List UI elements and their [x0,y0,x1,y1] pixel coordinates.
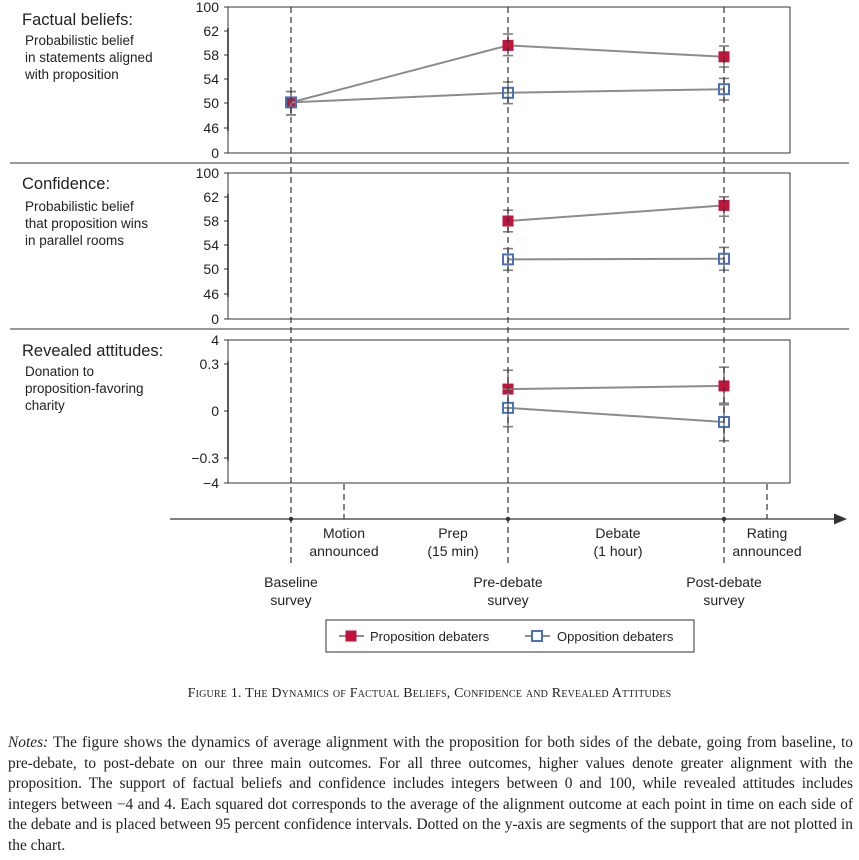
timeline-label: Motion announced [309,525,378,559]
panel-1-subtitle-line: with proposition [24,67,119,82]
y-tick-label: 100 [196,165,220,181]
timeline-arrowhead [834,513,847,525]
timeline-dot [288,516,294,522]
y-tick-label: 0 [211,403,219,419]
panel-3-subtitle-line: Donation to [25,364,94,379]
proposition-series-line [507,384,725,391]
legend-proposition-label: Proposition debaters [370,629,490,644]
panel-3-plot-frame [227,339,791,484]
y-tick-label: 46 [203,286,219,302]
timeline-dot [721,516,727,522]
panel-1: 100 62 58 54 50 46 0 [196,0,730,161]
y-tick-label: 58 [203,213,219,229]
y-tick-label: 0.3 [200,356,220,372]
panel-1-subtitle-line: in statements aligned [25,50,153,65]
legend-proposition-marker [345,630,357,642]
legend-opposition-marker [531,630,543,642]
opposition-marker [718,252,730,265]
panel-3-subtitle: Donation to proposition-favoring charity [25,364,147,413]
y-tick-label: 58 [203,47,219,63]
opposition-marker [718,415,730,428]
notes-label: Notes: [8,734,49,751]
timeline-label: Rating announced [732,525,801,559]
panel-2-title: Confidence: [22,175,110,193]
timeline-label: Post-debate survey [686,574,762,608]
figure-caption: Figure 1. The Dynamics of Factual Belief… [187,686,672,701]
opposition-series-line [507,257,725,261]
y-tick-label: 100 [196,0,220,15]
timeline-label: Pre-debate survey [473,574,542,608]
y-tick-label: 50 [203,261,219,277]
legend-box [325,619,695,653]
y-tick-label: 46 [203,120,219,136]
proposition-marker [718,199,730,211]
panel-1-subtitle-line: Probabilistic belief [25,33,134,48]
legend-item-proposition: Proposition debaters [339,629,490,644]
y-tick-label: −0.3 [191,450,219,466]
panel-2-subtitle-line: Probabilistic belief [25,199,134,214]
panel-1-plot-frame [227,6,791,154]
proposition-marker [718,51,730,63]
y-tick-label: 0 [211,145,219,161]
panel-2-subtitle-line: that proposition wins [25,216,148,231]
proposition-series-line [507,204,725,222]
panel-3-subtitle-line: proposition-favoring [25,381,144,396]
timeline-label: Prep (15 min) [427,525,478,559]
y-tick-label: 62 [203,23,219,39]
notes-text: The figure shows the dynamics of average… [8,734,853,854]
proposition-marker [718,380,730,392]
timeline-label: Baseline survey [264,574,318,608]
panel-2-subtitle: Probabilistic belief that proposition wi… [25,199,152,248]
y-tick-label: −4 [203,475,219,491]
y-tick-label: 50 [203,95,219,111]
y-tick-label: 54 [203,71,219,87]
y-tick-label: 0 [211,311,219,327]
panel-2: 100 62 58 54 50 46 0 [196,165,730,327]
panel-1-subtitle: Probabilistic belief in statements align… [24,33,156,82]
y-tick-label: 4 [211,332,219,348]
panel-2-plot-frame [227,172,791,320]
y-tick-label: 54 [203,237,219,253]
legend-opposition-label: Opposition debaters [557,629,674,644]
figure-notes: Notes: The figure shows the dynamics of … [8,733,853,856]
opposition-marker [718,83,730,96]
legend-item-opposition: Opposition debaters [525,629,674,644]
y-tick-label: 62 [203,189,219,205]
panel-3: 4 0.3 0 −0.3 −4 [191,332,730,491]
chart: Factual beliefs: Probabilistic belief in… [10,0,849,653]
panel-2-subtitle-line: in parallel rooms [25,233,124,248]
timeline-label: Debate (1 hour) [593,525,642,559]
opposition-marker [502,253,514,266]
opposition-series-line [507,406,725,423]
timeline-dot [505,516,511,522]
proposition-marker [502,39,514,51]
panel-3-title: Revealed attitudes: [22,342,163,360]
panel-1-title: Factual beliefs: [22,11,133,29]
panel-3-subtitle-line: charity [25,398,65,413]
